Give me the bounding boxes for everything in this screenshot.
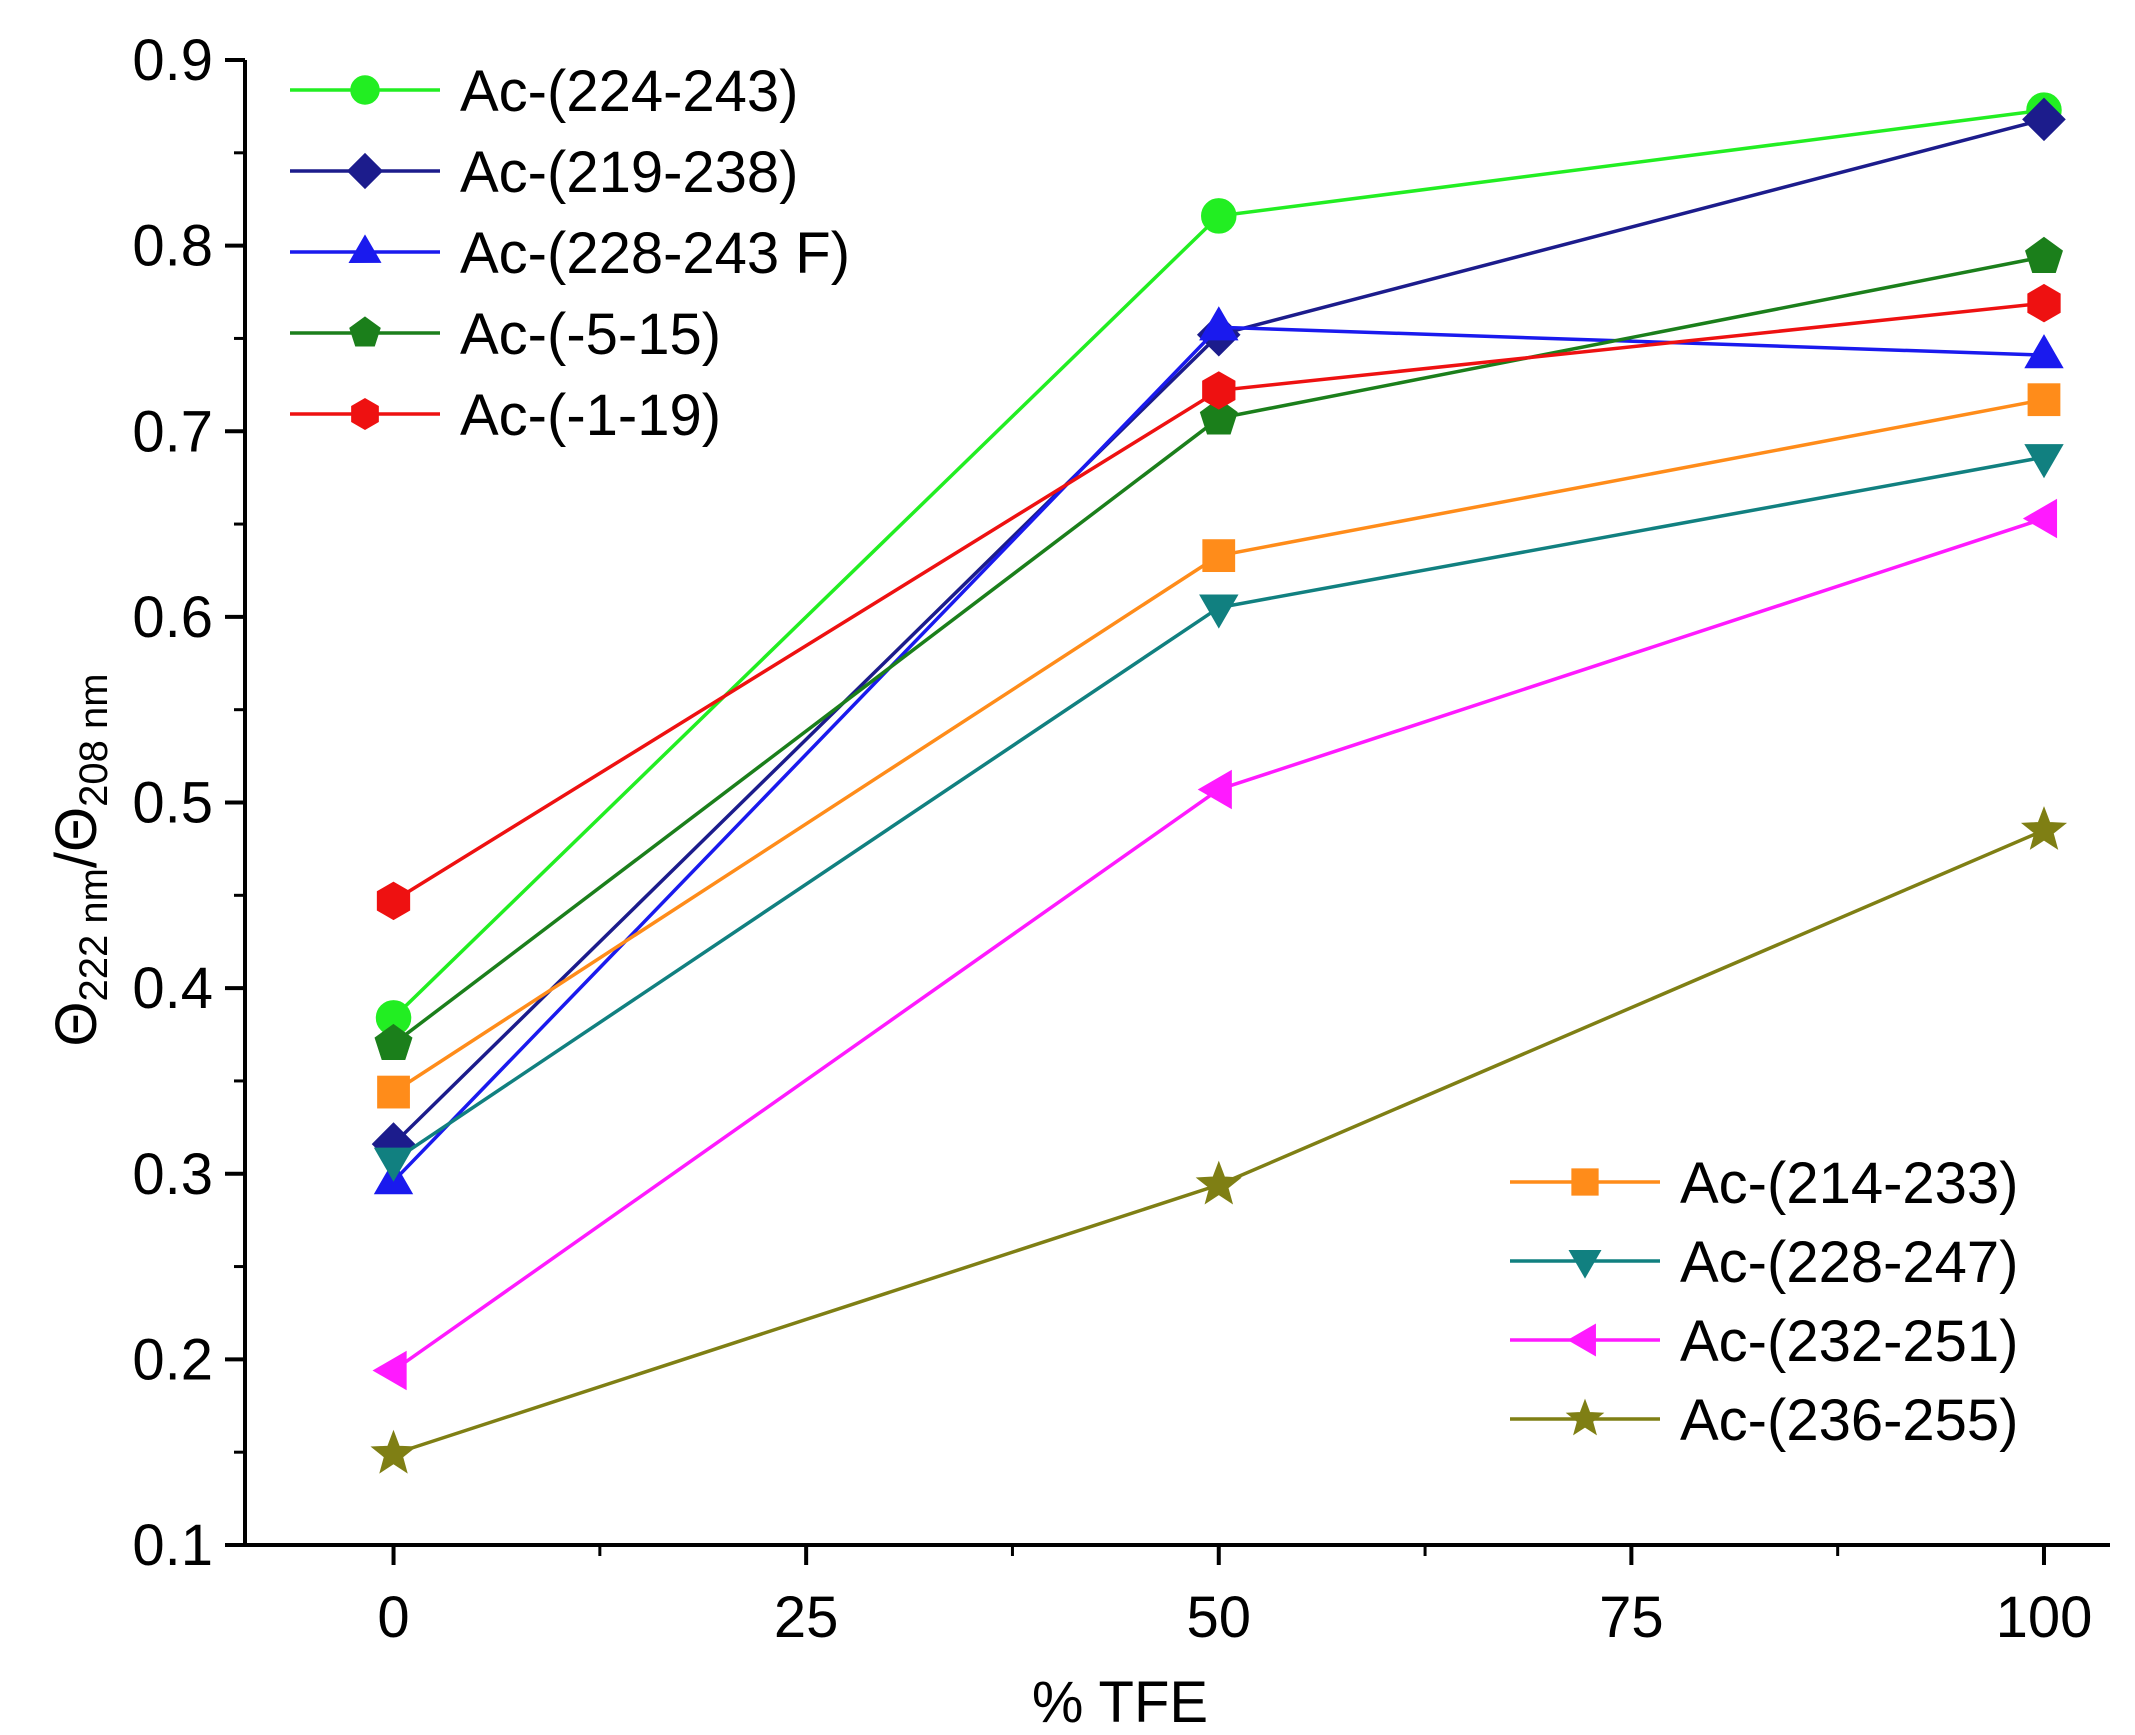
data-point-ac-236-255: [1195, 1160, 1242, 1205]
data-point-ac-228-243-f: [1199, 306, 1239, 341]
legend-marker-ac-224-243: [350, 75, 380, 105]
x-tick-label: 75: [1599, 1585, 1664, 1650]
legend-group: Ac-(224-243) Ac-(219-238) Ac-(228-243 F) Ac…: [290, 59, 2018, 1453]
y-axis-title-sub-1: 222 nm: [72, 868, 116, 1001]
data-point-ac-5-15: [1199, 398, 1238, 435]
x-tick-label: 50: [1187, 1585, 1252, 1650]
data-point-ac-236-255: [2020, 806, 2068, 850]
legend-marker-ac-228-247: [1568, 1250, 1602, 1279]
y-axis-title-symbol-2: Θ: [44, 807, 109, 852]
legend-label-ac-5-15: Ac-(-5-15): [460, 302, 721, 367]
data-point-ac-232-251: [1197, 769, 1232, 810]
data-point-ac-1-19: [2027, 283, 2061, 323]
y-tick-label: 0.4: [132, 956, 213, 1021]
legend-label-ac-236-255: Ac-(236-255): [1680, 1388, 2018, 1453]
data-point-ac-232-251: [2022, 498, 2058, 539]
y-tick-label: 0.7: [132, 399, 213, 464]
y-axis-title-symbol-1: Θ: [44, 1001, 109, 1046]
data-point-ac-214-233: [1202, 539, 1236, 573]
data-point-ac-228-247: [373, 1147, 414, 1182]
y-tick-label: 0.2: [132, 1327, 213, 1392]
series-group: [370, 92, 2068, 1474]
data-point-ac-228-243-f: [2024, 334, 2064, 369]
y-axis-title: Θ222 nm/Θ208 nm: [44, 673, 116, 1046]
legend-marker-ac-228-243-f: [348, 234, 382, 263]
data-point-ac-224-243: [1201, 198, 1237, 234]
data-point-ac-228-247: [2024, 444, 2064, 479]
data-point-ac-219-238: [2022, 97, 2066, 142]
legend-marker-ac-214-233: [1571, 1168, 1599, 1196]
axes-group: 0.1 0.2 0.3 0.4 0.5 0.6 0.7 0.8 0.9 0 25 50 75 100: [132, 28, 2110, 1650]
data-point-ac-232-251: [372, 1350, 407, 1391]
y-tick-label: 0.5: [132, 771, 213, 836]
x-tick-label: 25: [774, 1585, 839, 1650]
y-axis-title-separator: /: [44, 851, 109, 868]
y-tick-label: 0.6: [132, 585, 213, 650]
data-point-ac-214-233: [2027, 383, 2061, 417]
data-point-ac-5-15: [374, 1023, 413, 1060]
y-tick-label: 0.1: [132, 1513, 213, 1578]
data-point-ac-236-255: [370, 1429, 417, 1474]
y-tick-label: 0.8: [132, 214, 213, 279]
legend-marker-ac-236-255: [1565, 1398, 1605, 1436]
legend-label-ac-219-238: Ac-(219-238): [460, 140, 798, 205]
legend-marker-ac-1-19: [351, 398, 379, 430]
legend-label-ac-214-233: Ac-(214-233): [1680, 1151, 2018, 1216]
y-tick-label: 0.3: [132, 1142, 213, 1207]
x-tick-label: 100: [1996, 1585, 2093, 1650]
legend-label-ac-232-251: Ac-(232-251): [1680, 1309, 2018, 1374]
data-point-ac-214-233: [377, 1075, 410, 1109]
legend-label-ac-228-243-f: Ac-(228-243 F): [460, 221, 850, 286]
legend-marker-ac-232-251: [1567, 1323, 1596, 1357]
x-axis-title: % TFE: [1032, 1670, 1208, 1735]
x-tick-label: 0: [377, 1585, 409, 1650]
y-axis-title-sub-2: 208 nm: [72, 673, 116, 806]
legend-marker-ac-219-238: [346, 152, 384, 190]
legend-label-ac-224-243: Ac-(224-243): [460, 59, 798, 124]
data-point-ac-1-19: [1202, 371, 1236, 410]
data-point-ac-1-19: [376, 881, 411, 921]
legend-marker-ac-5-15: [349, 316, 381, 347]
series-line-ac-228-243-f: [392, 325, 2045, 1183]
data-point-ac-228-247: [1199, 594, 1239, 629]
data-point-ac-5-15: [2025, 236, 2063, 273]
legend-label-ac-1-19: Ac-(-1-19): [460, 383, 721, 448]
legend-label-ac-228-247: Ac-(228-247): [1680, 1230, 2018, 1295]
y-tick-label: 0.9: [132, 28, 213, 93]
